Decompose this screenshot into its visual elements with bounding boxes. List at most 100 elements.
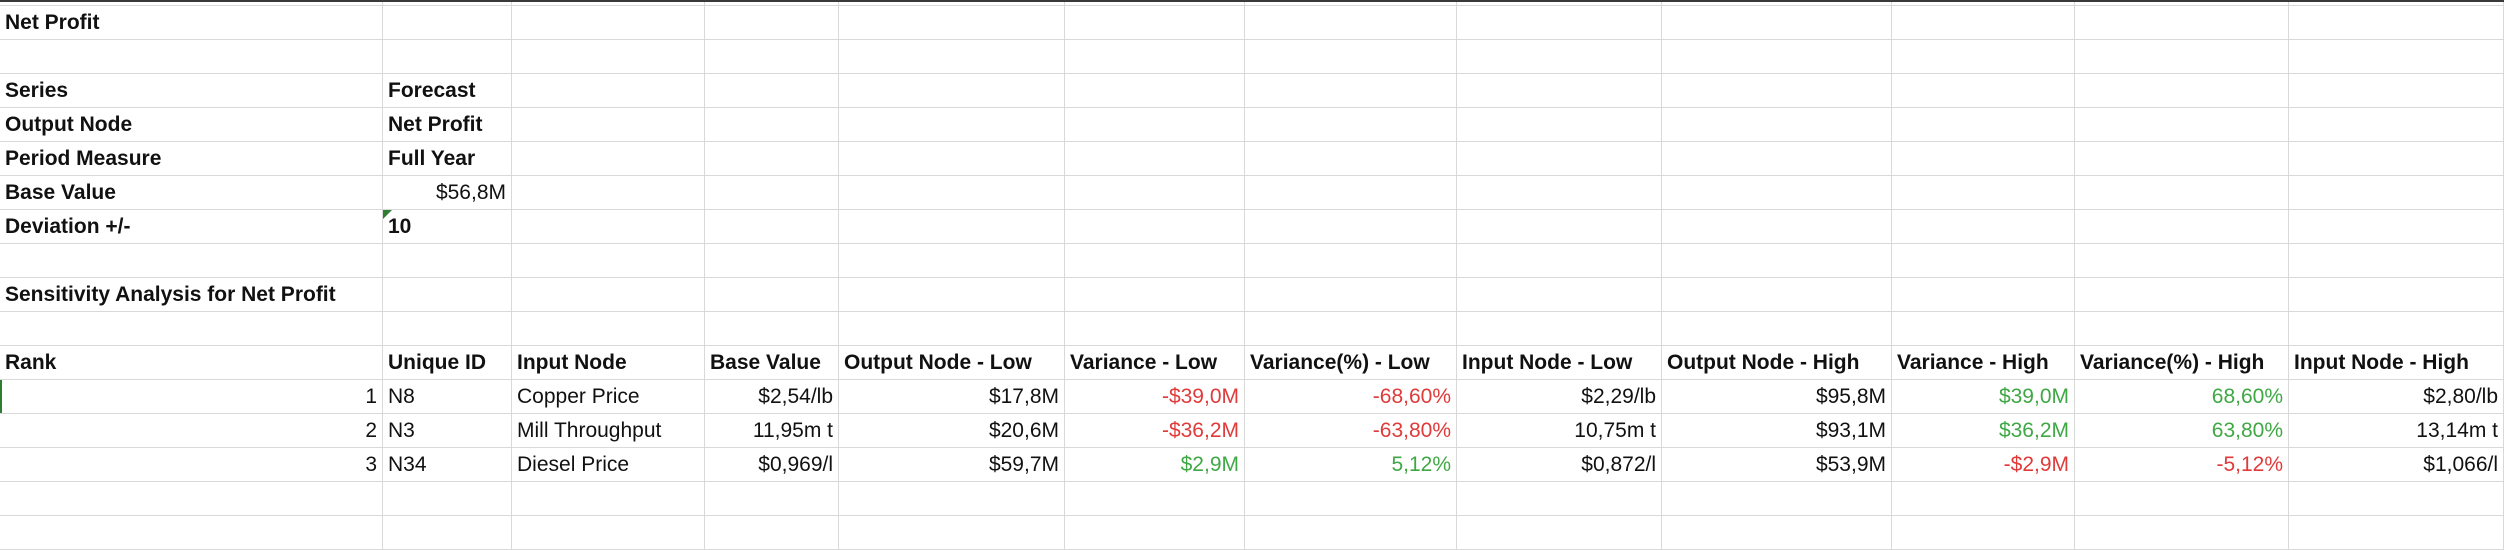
table-cell[interactable]: 10,75m t bbox=[1457, 414, 1662, 448]
empty-cell[interactable] bbox=[839, 40, 1065, 74]
empty-cell[interactable] bbox=[1457, 74, 1662, 108]
empty-cell[interactable] bbox=[1662, 108, 1892, 142]
table-cell[interactable]: $39,0M bbox=[1892, 380, 2075, 414]
table-cell[interactable]: $2,54/lb bbox=[705, 380, 839, 414]
empty-cell[interactable] bbox=[1245, 108, 1457, 142]
empty-cell[interactable] bbox=[1457, 278, 1662, 312]
empty-cell[interactable] bbox=[839, 244, 1065, 278]
empty-cell[interactable] bbox=[512, 482, 705, 516]
empty-cell[interactable] bbox=[839, 176, 1065, 210]
empty-cell[interactable] bbox=[705, 40, 839, 74]
column-header[interactable]: Rank bbox=[0, 346, 383, 380]
table-cell[interactable]: N3 bbox=[383, 414, 512, 448]
empty-cell[interactable] bbox=[1662, 176, 1892, 210]
empty-cell[interactable] bbox=[512, 516, 705, 550]
empty-cell[interactable] bbox=[512, 244, 705, 278]
empty-cell[interactable] bbox=[2075, 210, 2289, 244]
sheet-title[interactable]: Net Profit bbox=[0, 6, 383, 40]
empty-cell[interactable] bbox=[1245, 176, 1457, 210]
empty-cell[interactable] bbox=[839, 312, 1065, 346]
empty-cell[interactable] bbox=[512, 210, 705, 244]
table-cell[interactable]: 3 bbox=[0, 448, 383, 482]
param-label[interactable]: Period Measure bbox=[0, 142, 383, 176]
empty-cell[interactable] bbox=[1892, 6, 2075, 40]
column-header[interactable]: Base Value bbox=[705, 346, 839, 380]
table-cell[interactable]: $2,29/lb bbox=[1457, 380, 1662, 414]
empty-cell[interactable] bbox=[705, 74, 839, 108]
empty-cell[interactable] bbox=[0, 312, 383, 346]
empty-cell[interactable] bbox=[1245, 142, 1457, 176]
empty-cell[interactable] bbox=[2289, 6, 2504, 40]
empty-cell[interactable] bbox=[1065, 516, 1245, 550]
empty-cell[interactable] bbox=[2075, 40, 2289, 74]
empty-cell[interactable] bbox=[2075, 244, 2289, 278]
empty-cell[interactable] bbox=[705, 142, 839, 176]
empty-cell[interactable] bbox=[839, 278, 1065, 312]
empty-cell[interactable] bbox=[383, 482, 512, 516]
column-header[interactable]: Input Node - Low bbox=[1457, 346, 1662, 380]
empty-cell[interactable] bbox=[2075, 516, 2289, 550]
empty-cell[interactable] bbox=[2075, 278, 2289, 312]
empty-cell[interactable] bbox=[705, 210, 839, 244]
table-cell[interactable]: $1,066/l bbox=[2289, 448, 2504, 482]
empty-cell[interactable] bbox=[1065, 6, 1245, 40]
column-header[interactable]: Variance - High bbox=[1892, 346, 2075, 380]
empty-cell[interactable] bbox=[705, 244, 839, 278]
empty-cell[interactable] bbox=[839, 108, 1065, 142]
empty-cell[interactable] bbox=[2289, 74, 2504, 108]
empty-cell[interactable] bbox=[1892, 244, 2075, 278]
empty-cell[interactable] bbox=[705, 482, 839, 516]
empty-cell[interactable] bbox=[705, 312, 839, 346]
empty-cell[interactable] bbox=[383, 40, 512, 74]
empty-cell[interactable] bbox=[2075, 312, 2289, 346]
empty-cell[interactable] bbox=[2075, 74, 2289, 108]
empty-cell[interactable] bbox=[1457, 40, 1662, 74]
empty-cell[interactable] bbox=[839, 142, 1065, 176]
table-cell[interactable]: N8 bbox=[383, 380, 512, 414]
empty-cell[interactable] bbox=[1457, 482, 1662, 516]
column-header[interactable]: Output Node - Low bbox=[839, 346, 1065, 380]
table-cell[interactable]: -63,80% bbox=[1245, 414, 1457, 448]
table-cell[interactable]: -$2,9M bbox=[1892, 448, 2075, 482]
empty-cell[interactable] bbox=[1245, 312, 1457, 346]
empty-cell[interactable] bbox=[1662, 40, 1892, 74]
param-value[interactable]: $56,8M bbox=[383, 176, 512, 210]
empty-cell[interactable] bbox=[1245, 482, 1457, 516]
table-cell[interactable]: $2,9M bbox=[1065, 448, 1245, 482]
empty-cell[interactable] bbox=[512, 6, 705, 40]
empty-cell[interactable] bbox=[0, 516, 383, 550]
table-cell[interactable]: 11,95m t bbox=[705, 414, 839, 448]
empty-cell[interactable] bbox=[1457, 108, 1662, 142]
empty-cell[interactable] bbox=[705, 108, 839, 142]
empty-cell[interactable] bbox=[383, 244, 512, 278]
column-header[interactable]: Variance(%) - High bbox=[2075, 346, 2289, 380]
empty-cell[interactable] bbox=[0, 482, 383, 516]
empty-cell[interactable] bbox=[1662, 142, 1892, 176]
param-value[interactable]: Net Profit bbox=[383, 108, 512, 142]
table-cell[interactable]: 5,12% bbox=[1245, 448, 1457, 482]
empty-cell[interactable] bbox=[705, 6, 839, 40]
empty-cell[interactable] bbox=[512, 312, 705, 346]
empty-cell[interactable] bbox=[2075, 6, 2289, 40]
param-label[interactable]: Deviation +/- bbox=[0, 210, 383, 244]
empty-cell[interactable] bbox=[512, 278, 705, 312]
empty-cell[interactable] bbox=[705, 278, 839, 312]
table-cell[interactable]: -68,60% bbox=[1245, 380, 1457, 414]
table-cell[interactable]: -5,12% bbox=[2075, 448, 2289, 482]
empty-cell[interactable] bbox=[512, 40, 705, 74]
column-header[interactable]: Variance - Low bbox=[1065, 346, 1245, 380]
empty-cell[interactable] bbox=[1245, 6, 1457, 40]
table-cell[interactable]: $20,6M bbox=[839, 414, 1065, 448]
empty-cell[interactable] bbox=[383, 6, 512, 40]
empty-cell[interactable] bbox=[1457, 210, 1662, 244]
empty-cell[interactable] bbox=[1065, 142, 1245, 176]
empty-cell[interactable] bbox=[1892, 482, 2075, 516]
empty-cell[interactable] bbox=[2289, 312, 2504, 346]
table-cell[interactable]: $93,1M bbox=[1662, 414, 1892, 448]
table-cell[interactable]: 1 bbox=[0, 380, 383, 414]
table-cell[interactable]: 2 bbox=[0, 414, 383, 448]
empty-cell[interactable] bbox=[2289, 482, 2504, 516]
empty-cell[interactable] bbox=[2289, 516, 2504, 550]
empty-cell[interactable] bbox=[1245, 278, 1457, 312]
empty-cell[interactable] bbox=[1662, 6, 1892, 40]
